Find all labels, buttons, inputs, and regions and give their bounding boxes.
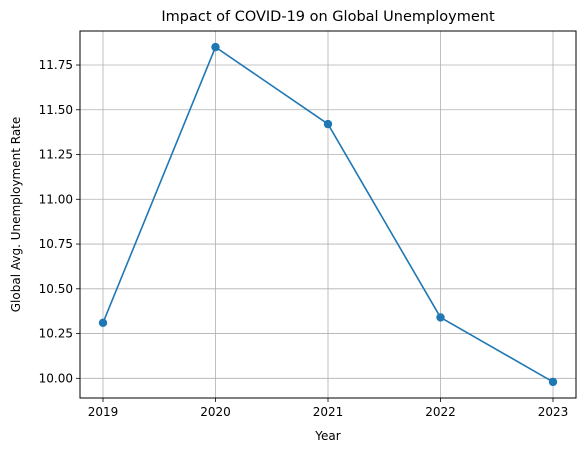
y-tick-label: 11.25 xyxy=(39,148,73,162)
y-tick-label: 11.00 xyxy=(39,192,73,206)
data-point xyxy=(323,119,333,129)
y-tick-label: 11.75 xyxy=(39,58,73,72)
x-tick-label: 2023 xyxy=(538,405,569,419)
chart-title: Impact of COVID-19 on Global Unemploymen… xyxy=(161,9,495,25)
y-tick-label: 10.75 xyxy=(39,237,73,251)
data-point xyxy=(436,313,445,322)
x-tick-label: 2021 xyxy=(313,405,344,419)
x-axis: 2019 2020 2021 2022 2023 xyxy=(88,398,569,419)
x-tick-label: 2022 xyxy=(425,405,456,419)
y-axis-label: Global Avg. Unemployment Rate xyxy=(9,117,23,313)
data-point xyxy=(98,318,108,328)
y-axis: 10.00 10.25 10.50 10.75 11.00 11.25 11.50 11.75 xyxy=(39,58,80,385)
data-point xyxy=(211,42,220,52)
x-tick-label: 2020 xyxy=(200,405,231,419)
y-tick-label: 10.00 xyxy=(39,371,73,385)
data-point xyxy=(548,377,558,387)
y-tick-label: 10.50 xyxy=(39,282,73,296)
series-layer xyxy=(98,42,558,387)
grid-lines xyxy=(80,31,576,398)
y-tick-label: 11.50 xyxy=(39,103,73,117)
y-tick-label: 10.25 xyxy=(39,327,73,341)
x-axis-label: Year xyxy=(314,429,340,443)
x-tick-label: 2019 xyxy=(88,405,119,419)
